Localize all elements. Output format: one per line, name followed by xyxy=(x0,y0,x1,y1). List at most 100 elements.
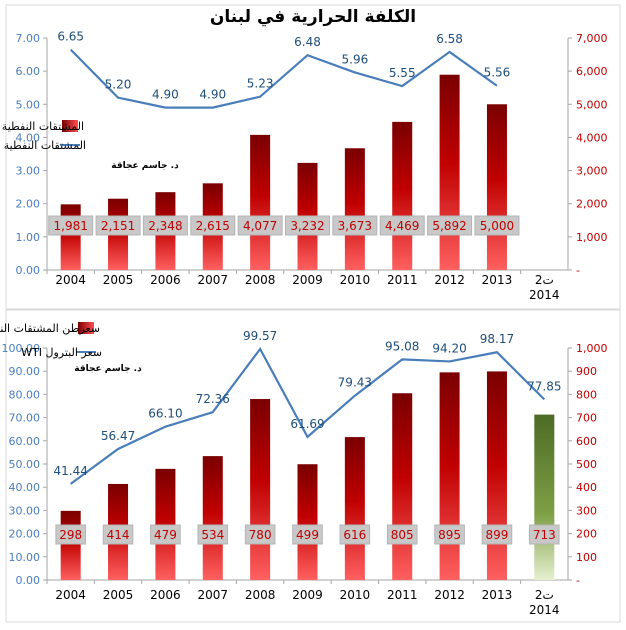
bar-label-box xyxy=(332,215,378,236)
bar-value-label: 298 xyxy=(59,528,82,542)
line-value-label: 4.90 xyxy=(199,88,226,102)
y-right-tick-label: 400 xyxy=(576,481,597,494)
line-value-label: 99.57 xyxy=(243,329,277,343)
bar xyxy=(486,104,507,271)
bar-value-label: 2,348 xyxy=(148,219,182,233)
bar-label-box xyxy=(244,524,276,545)
y-right-tick-label: 200 xyxy=(576,528,597,541)
x-tick-label: 2013 xyxy=(482,273,513,287)
bar-label-box xyxy=(292,524,323,545)
bar-value-label: 2,151 xyxy=(101,219,135,233)
line-value-label: 94.20 xyxy=(432,341,466,355)
line-value-label: 56.47 xyxy=(101,429,135,443)
bar-label-box xyxy=(379,215,425,236)
x-tick-label: ت2 2014 xyxy=(529,588,560,617)
x-tick-label: 2012 xyxy=(434,588,465,602)
bar xyxy=(392,393,413,580)
x-tick-label: 2010 xyxy=(340,588,371,602)
y-left-tick-label: 1.00 xyxy=(16,231,41,244)
y-left-tick-label: 70.00 xyxy=(9,412,41,425)
bar-label-box xyxy=(95,215,141,236)
line-value-label: 79.43 xyxy=(338,376,372,390)
x-tick-label: 2007 xyxy=(197,273,228,287)
y-left-tick-label: 10.00 xyxy=(9,551,41,564)
y-left-tick-label: 80.00 xyxy=(9,388,41,401)
y-right-tick-label: 7,000 xyxy=(576,32,608,45)
x-tick-label-line2: 2014 xyxy=(529,288,560,302)
bar-value-label: 3,232 xyxy=(290,219,324,233)
y-right-tick-label: - xyxy=(576,574,580,587)
y-left-tick-label: 7.00 xyxy=(16,32,41,45)
y-right-tick-label: 1,000 xyxy=(576,342,608,355)
y-right-tick-label: 500 xyxy=(576,458,597,471)
bar xyxy=(60,204,81,270)
x-tick-label: ت2 2014 xyxy=(529,273,560,302)
bar xyxy=(155,468,176,580)
legend-bar-label: المشتقات النفطية (مليون دولار) xyxy=(0,120,84,133)
bar xyxy=(297,464,318,580)
bar-value-label: 499 xyxy=(296,528,319,542)
series-line xyxy=(69,48,498,109)
y-left-tick-label: 5.00 xyxy=(16,98,41,111)
bar-value-label: 3,673 xyxy=(338,219,372,233)
bar xyxy=(439,372,460,580)
x-tick-label: 2006 xyxy=(150,273,181,287)
line-value-label: 6.65 xyxy=(57,30,84,44)
bar-value-label: 534 xyxy=(201,528,224,542)
legend-bar-swatch xyxy=(62,120,78,132)
legend-line-label: سعر البترول WTI xyxy=(21,346,102,359)
y-right-tick-label: 700 xyxy=(576,412,597,425)
bar-label-box xyxy=(427,215,473,236)
y-left-tick-label: 4.00 xyxy=(16,131,41,144)
line-value-label: 6.48 xyxy=(294,35,321,49)
line-value-label: 77.85 xyxy=(527,379,561,393)
author-annotation: د. جاسم عجاقة xyxy=(74,364,142,374)
legend-line-label: المشتقات النفطية (مليون طن) xyxy=(0,139,86,152)
bar-label-box xyxy=(386,524,418,545)
x-tick-label: 2008 xyxy=(245,588,276,602)
y-right-tick-label: 1,000 xyxy=(576,231,608,244)
x-tick-label: 2004 xyxy=(55,588,86,602)
x-tick-label: 2012 xyxy=(434,273,465,287)
legend-bar-swatch xyxy=(78,322,94,334)
y-right-tick-label: 600 xyxy=(576,435,597,448)
bar-label-box xyxy=(339,524,371,545)
bar-value-label: 1,981 xyxy=(54,219,88,233)
bar-value-label: 5,892 xyxy=(432,219,466,233)
x-tick-label-line1: ت2 xyxy=(535,588,554,602)
bar-value-label: 479 xyxy=(154,528,177,542)
bar xyxy=(60,510,81,580)
line-value-label: 6.58 xyxy=(436,32,463,46)
y-right-tick-label: 300 xyxy=(576,504,597,517)
bar-label-box xyxy=(474,215,520,236)
bar-label-box xyxy=(197,524,229,545)
line-value-label: 61.69 xyxy=(290,417,324,431)
y-left-tick-label: 40.00 xyxy=(9,481,41,494)
bar-label-box xyxy=(237,215,283,236)
y-left-tick-label: 100.00 xyxy=(2,342,41,355)
y-left-tick-label: 2.00 xyxy=(16,198,41,211)
chart-panel-2: 0.00 10.00 20.00 30.00 40.00 50.00 60.00 70.00 8… xyxy=(0,309,621,623)
x-tick-label-line1: ت2 xyxy=(535,273,554,287)
bar xyxy=(250,399,271,580)
y-left-tick-label: 0.00 xyxy=(16,574,41,587)
line-value-label: 5.56 xyxy=(484,66,511,80)
line-value-label: 5.96 xyxy=(342,52,369,66)
x-tick-label: 2013 xyxy=(482,588,513,602)
bar-value-label: 4,469 xyxy=(385,219,419,233)
line-value-label: 66.10 xyxy=(148,407,182,421)
y-right-tick-label: 2,000 xyxy=(576,198,608,211)
x-tick-label: 2008 xyxy=(245,273,276,287)
line-value-label: 72.36 xyxy=(196,392,230,406)
y-right-tick-label: 5,000 xyxy=(576,98,608,111)
bar-value-label: 2,615 xyxy=(196,219,230,233)
bar-value-label: 899 xyxy=(486,528,509,542)
bar xyxy=(250,134,271,270)
y-left-tick-label: 6.00 xyxy=(16,65,41,78)
bar xyxy=(344,148,365,270)
y-right-tick-label: 800 xyxy=(576,388,597,401)
bar xyxy=(486,371,507,580)
x-tick-label-line2: 2014 xyxy=(529,603,560,617)
